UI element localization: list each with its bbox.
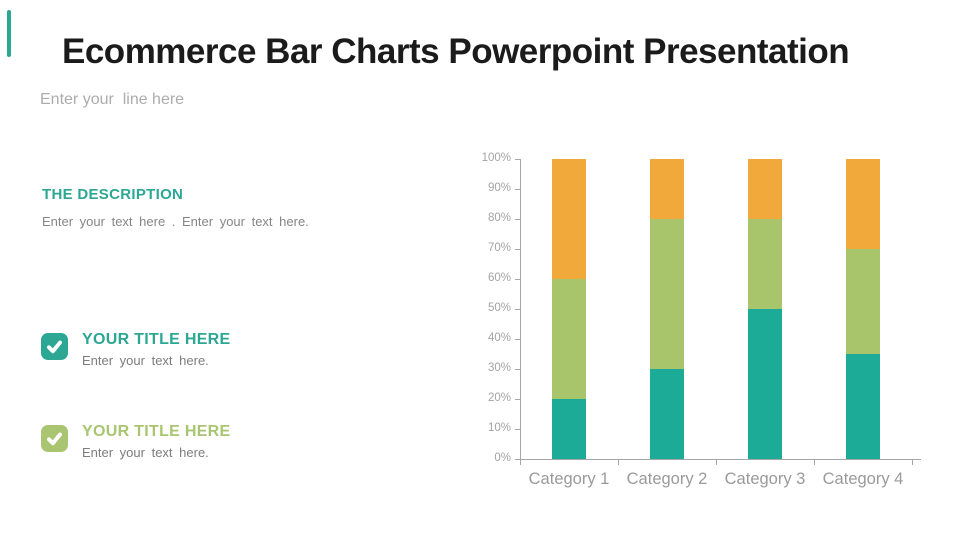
y-axis-tick-label: 30% (487, 362, 511, 374)
y-axis-tick (515, 279, 521, 280)
y-axis-tick (515, 429, 521, 430)
y-axis-tick-label: 20% (487, 392, 511, 404)
x-axis-tick (618, 459, 619, 465)
bar-segment-green (846, 249, 880, 354)
y-axis-tick (515, 399, 521, 400)
bar-segment-teal (846, 354, 880, 459)
y-axis-tick (515, 339, 521, 340)
y-axis-tick (515, 249, 521, 250)
bar-segment-green (650, 219, 684, 369)
y-axis-tick-label: 90% (487, 182, 511, 194)
x-axis-line (520, 459, 921, 460)
stacked-bar-chart: 0% 10% 20% 30% 40% 50% 60% 70% 80% 90% 100% Categor… (460, 140, 940, 500)
feature-body: Enter your text here. (82, 445, 209, 460)
page-title: Ecommerce Bar Charts Powerpoint Presenta… (62, 32, 850, 71)
y-axis-tick (515, 459, 521, 460)
feature-item-1: YOUR TITLE HERE Enter your text here. (41, 331, 441, 371)
x-axis-tick (716, 459, 717, 465)
bar-segment-teal (552, 399, 586, 459)
bar-segment-orange (552, 159, 586, 279)
feature-title: YOUR TITLE HERE (82, 331, 231, 348)
bar-segment-orange (748, 159, 782, 219)
y-axis-tick (515, 219, 521, 220)
feature-body: Enter your text here. (82, 353, 209, 368)
x-axis-category-label: Category 1 (528, 470, 610, 488)
bar-segment-teal (650, 369, 684, 459)
check-icon (41, 333, 68, 360)
y-axis-tick-label: 0% (494, 452, 511, 464)
bar-segment-teal (748, 309, 782, 459)
y-axis-tick (515, 309, 521, 310)
x-axis-tick (912, 459, 913, 465)
bar-segment-orange (846, 159, 880, 249)
x-axis-tick (814, 459, 815, 465)
x-axis-category-label: Category 2 (626, 470, 708, 488)
y-axis-tick-label: 40% (487, 332, 511, 344)
y-axis-tick (515, 369, 521, 370)
checkmark-glyph (46, 340, 63, 354)
feature-title: YOUR TITLE HERE (82, 423, 231, 440)
y-axis-tick (515, 159, 521, 160)
check-icon (41, 425, 68, 452)
x-axis-category-label: Category 3 (724, 470, 806, 488)
y-axis-tick (515, 189, 521, 190)
feature-item-2: YOUR TITLE HERE Enter your text here. (41, 423, 441, 463)
y-axis-tick-label: 60% (487, 272, 511, 284)
checkmark-glyph (46, 432, 63, 446)
bar-segment-green (552, 279, 586, 399)
subtitle-placeholder: Enter your line here (40, 91, 185, 108)
x-axis-tick (520, 459, 521, 465)
y-axis-tick-label: 50% (487, 302, 511, 314)
y-axis-tick-label: 100% (481, 152, 511, 164)
y-axis-tick-label: 80% (487, 212, 511, 224)
x-axis-category-label: Category 4 (822, 470, 904, 488)
y-axis-tick-label: 70% (487, 242, 511, 254)
description-body: Enter your text here . Enter your text h… (42, 214, 309, 229)
accent-bar (7, 10, 11, 57)
y-axis-tick-label: 10% (487, 422, 511, 434)
bar-segment-green (748, 219, 782, 309)
bar-segment-orange (650, 159, 684, 219)
description-heading: THE DESCRIPTION (42, 186, 184, 203)
